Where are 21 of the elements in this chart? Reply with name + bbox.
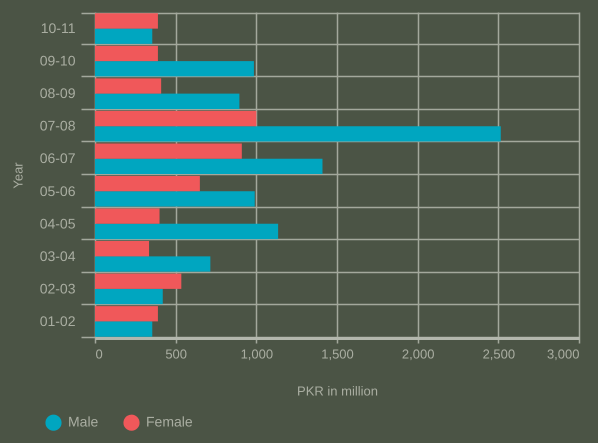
y-tick-label: 09-10 — [40, 52, 76, 69]
y-axis-title: Year — [10, 162, 26, 189]
x-tick-label: 2,500 — [482, 346, 516, 362]
y-tick-label: 07-08 — [40, 118, 76, 134]
y-tick-label: 10-11 — [40, 20, 76, 36]
y-tick-label: 06-07 — [40, 150, 76, 166]
y-tick-label: 02-03 — [40, 280, 76, 296]
y-tick-label: 08-09 — [40, 85, 76, 102]
x-tick-label: 500 — [165, 346, 188, 362]
x-tick-label: 1,500 — [321, 346, 354, 362]
y-tick-label: 05-06 — [40, 182, 76, 199]
x-tick-label: 1,000 — [240, 346, 274, 362]
y-tick-label: 03-04 — [40, 248, 76, 264]
x-tick-label: 2,000 — [402, 346, 434, 362]
x-tick-label: 3,000 — [546, 346, 580, 362]
x-axis-title: PKR in million — [297, 384, 378, 398]
x-tick-label: 0 — [96, 346, 103, 362]
legend-label: Male — [68, 414, 99, 430]
y-tick-label: 04-05 — [40, 215, 76, 232]
legend-label: Female — [146, 414, 193, 430]
y-tick-label: 01-02 — [40, 312, 76, 329]
